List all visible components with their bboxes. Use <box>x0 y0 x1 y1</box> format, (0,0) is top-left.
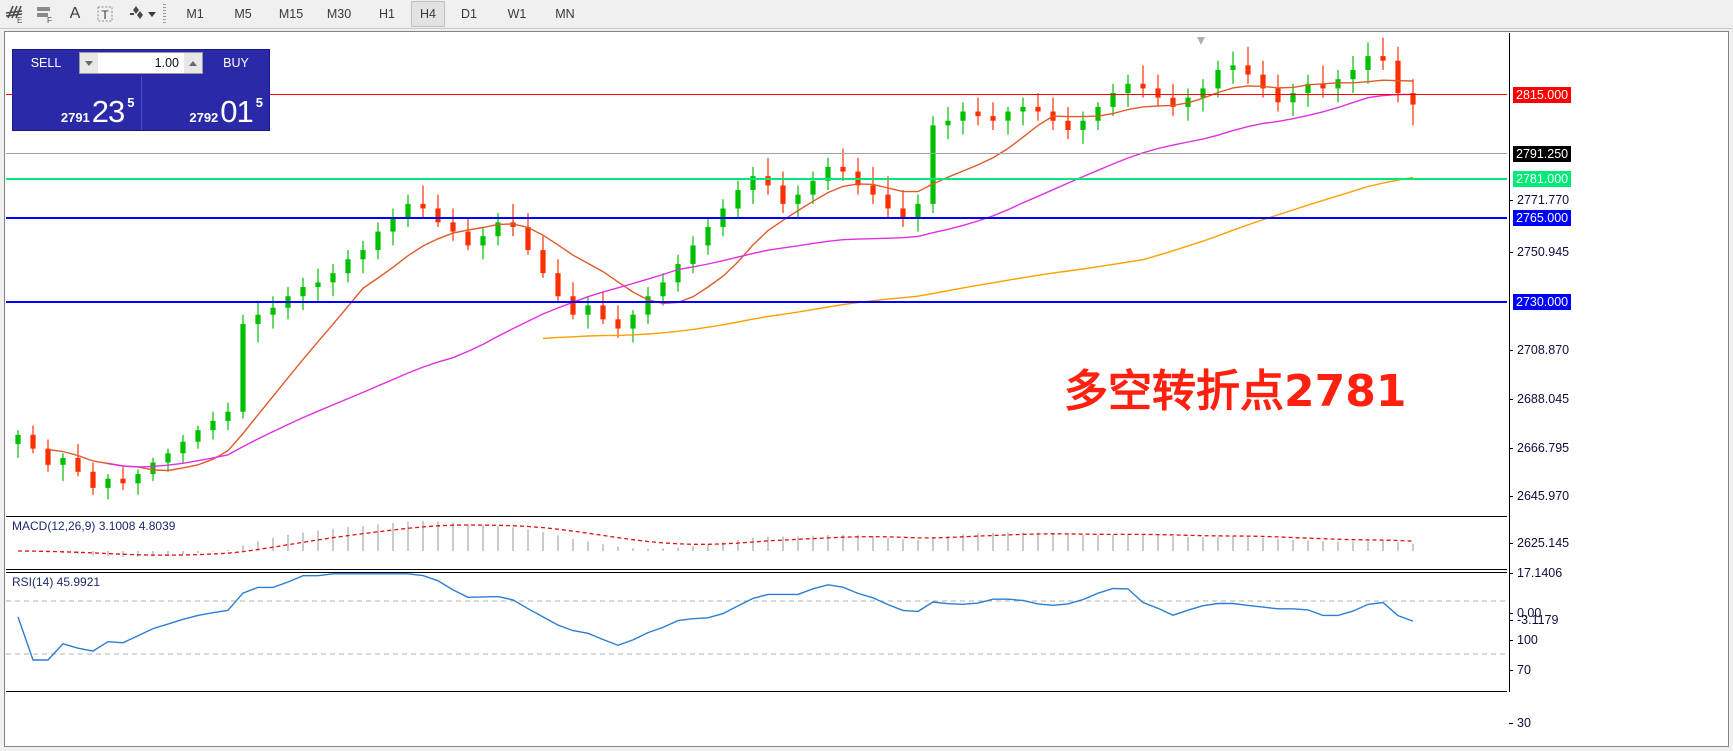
timeframe-h1[interactable]: H1 <box>379 7 395 21</box>
svg-text:E: E <box>17 16 22 25</box>
rsi-axis-label: 70 <box>1517 663 1531 677</box>
axis-vertical-line <box>1509 33 1510 692</box>
price-axis-tick <box>1509 448 1513 449</box>
macd-axis-label: 0.00 <box>1517 606 1542 620</box>
macd-axis-tick <box>1509 573 1513 574</box>
price-axis-tick <box>1509 350 1513 351</box>
price-axis-label[interactable]: 2781.000 <box>1513 171 1572 187</box>
price-axis-label: 2666.795 <box>1517 441 1570 455</box>
macd-pane: MACD(12,26,9) 3.1008 4.8039 <box>6 516 1507 570</box>
objects-dropdown-caret[interactable] <box>148 11 156 17</box>
timeframe-m15[interactable]: M15 <box>278 7 304 21</box>
ma-slow-line <box>542 176 1414 340</box>
sell-button[interactable]: SELL <box>30 56 62 70</box>
timeframe-d1[interactable]: D1 <box>461 7 477 21</box>
macd-axis-label: 17.1406 <box>1517 566 1563 580</box>
chevron-down-icon <box>85 60 93 66</box>
timeframe-mn[interactable]: MN <box>555 7 575 21</box>
status-bar <box>0 747 1733 751</box>
price-axis-label: 2688.045 <box>1517 392 1570 406</box>
ma-medium-line <box>107 93 1414 468</box>
macd-chart-svg <box>17 521 1414 557</box>
buy-price-base: 2792 <box>189 110 219 125</box>
rsi-axis-tick <box>1509 670 1513 671</box>
rsi-axis-label: 30 <box>1517 716 1531 730</box>
chevron-up-icon <box>189 60 197 66</box>
price-axis-label[interactable]: 2730.000 <box>1513 294 1572 310</box>
ma-fast-line <box>47 79 1414 472</box>
macd-histogram <box>32 521 1414 557</box>
volume-stepper[interactable]: 1.00 <box>79 52 203 74</box>
price-axis-label: 2708.870 <box>1517 343 1570 357</box>
price-axis-tick <box>1509 543 1513 544</box>
text-object-icon[interactable]: T <box>90 1 120 27</box>
macd-signal-line <box>17 524 1414 556</box>
timeframe-m5[interactable]: M5 <box>234 7 252 21</box>
candlestick-series <box>15 37 1416 500</box>
price-chart-svg <box>15 37 1416 500</box>
price-axis[interactable]: 2815.000 2791.250 2781.000 2771.770 2765.000… <box>1509 33 1727 746</box>
sell-price-display[interactable]: 2791 23 5 <box>13 76 142 130</box>
rsi-pane: RSI(14) 45.9921 <box>6 572 1507 662</box>
price-axis-label[interactable]: 2765.000 <box>1513 210 1572 226</box>
chart-toolbar: E F A T <box>0 0 1733 29</box>
macd-axis-tick <box>1509 620 1513 621</box>
rsi-axis-tick <box>1509 640 1513 641</box>
rsi-chart-svg <box>6 573 1507 661</box>
volume-increase-button[interactable] <box>184 52 203 74</box>
timeframe-m30[interactable]: M30 <box>326 7 352 21</box>
volume-decrease-button[interactable] <box>79 52 98 74</box>
svg-text:T: T <box>101 8 109 22</box>
chart-annotation-text[interactable]: 多空转折点2781 <box>1064 366 1407 417</box>
octp-controls-row: SELL 1.00 BUY <box>13 50 269 76</box>
rsi-axis-tick <box>1509 723 1513 724</box>
sell-price-big: 23 <box>91 94 125 129</box>
price-axis-label[interactable]: 2791.250 <box>1513 146 1572 162</box>
timeframe-h4[interactable]: H4 <box>411 1 445 27</box>
pivot-2781-line[interactable] <box>6 178 1507 180</box>
price-axis-label[interactable]: 2815.000 <box>1513 87 1572 103</box>
svg-text:F: F <box>47 16 52 25</box>
one-click-trading-panel: SELL 1.00 BUY 2791 23 5 <box>12 49 270 131</box>
volume-input[interactable]: 1.00 <box>98 52 184 74</box>
octp-prices-row: 2791 23 5 2792 01 5 <box>13 76 269 130</box>
buy-price-display[interactable]: 2792 01 5 <box>142 76 270 130</box>
indicators-icon[interactable]: E <box>0 1 30 27</box>
price-axis-tick <box>1509 496 1513 497</box>
rsi-axis-label: 100 <box>1517 633 1538 647</box>
price-axis-label: 2625.145 <box>1517 536 1570 550</box>
cursor-marker <box>1196 33 1205 45</box>
price-axis-tick <box>1509 252 1513 253</box>
last-price-2791-line <box>6 153 1507 154</box>
buy-price-fraction: 5 <box>255 95 263 110</box>
sell-price-base: 2791 <box>60 110 90 125</box>
price-axis-label: 2645.970 <box>1517 489 1570 503</box>
time-axis[interactable] <box>6 691 1507 746</box>
price-axis-tick <box>1509 399 1513 400</box>
macd-axis-tick <box>1509 613 1513 614</box>
support-2730-line[interactable] <box>6 301 1507 303</box>
sell-price-fraction: 5 <box>127 95 135 110</box>
price-axis-tick <box>1509 200 1513 201</box>
timeframe-w1[interactable]: W1 <box>507 7 527 21</box>
price-axis-label: 2771.770 <box>1517 193 1570 207</box>
toolbar-separator <box>161 3 168 25</box>
buy-button[interactable]: BUY <box>223 56 249 70</box>
resistance-2815-line[interactable] <box>6 94 1507 95</box>
macd-label: MACD(12,26,9) 3.1008 4.8039 <box>12 519 176 533</box>
rsi-label: RSI(14) 45.9921 <box>12 575 101 589</box>
rsi-line <box>17 573 1414 661</box>
timeframe-m1[interactable]: M1 <box>186 7 204 21</box>
buy-price-big: 01 <box>220 94 253 129</box>
chart-window: SP500-,H4 2785.500 2794.000 2782.750 279… <box>4 31 1729 747</box>
price-axis-label: 2750.945 <box>1517 245 1570 259</box>
support-2765-line[interactable] <box>6 217 1507 219</box>
text-label-icon[interactable]: A <box>69 5 81 22</box>
objects-icon[interactable] <box>120 1 158 27</box>
templates-icon[interactable]: F <box>30 1 60 27</box>
macd-axis-label: -3.1179 <box>1517 613 1559 627</box>
